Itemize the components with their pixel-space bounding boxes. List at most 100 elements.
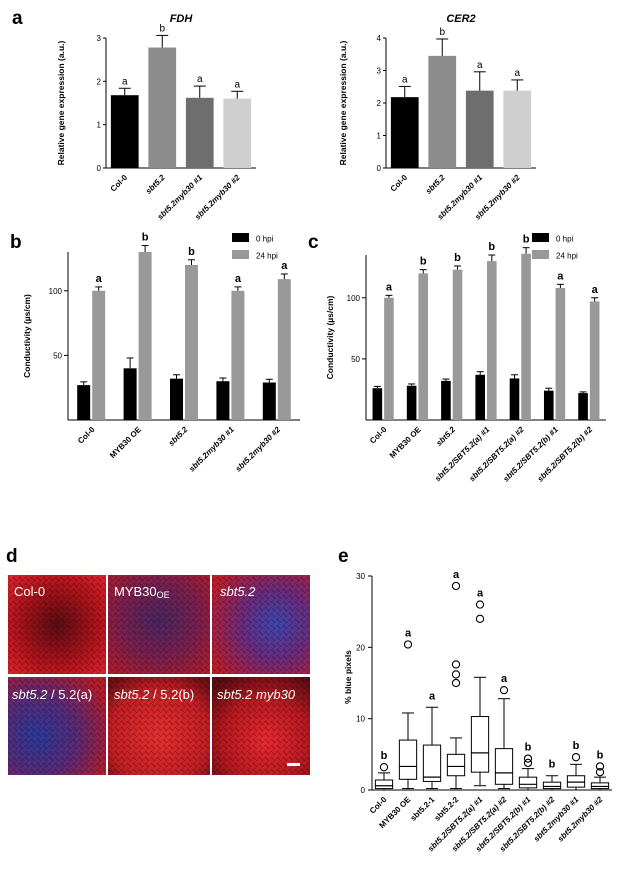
a-cer2-sig-letter: a bbox=[514, 68, 520, 79]
b-sig-letter: b bbox=[188, 246, 195, 258]
micrograph-label-sbt52: sbt5.2 bbox=[220, 584, 256, 599]
e-outlier bbox=[523, 754, 533, 763]
c-bar bbox=[578, 393, 588, 420]
c-bar bbox=[509, 378, 520, 420]
c-bar bbox=[475, 374, 485, 420]
b-sig-letter: a bbox=[96, 273, 103, 285]
e-outlier bbox=[595, 768, 605, 777]
e-outlier bbox=[499, 685, 509, 695]
b-bar bbox=[185, 264, 198, 420]
c-bar bbox=[452, 269, 463, 420]
a-cer2-bar bbox=[503, 90, 532, 168]
e-box bbox=[542, 781, 562, 790]
panel-letter-a: a bbox=[12, 8, 23, 29]
e-sig-letter: b bbox=[597, 749, 604, 761]
c-sig-letter: b bbox=[454, 252, 461, 264]
c-bar bbox=[441, 380, 451, 420]
e-outlier bbox=[403, 640, 413, 649]
a-fdh-ylabel: Relative gene expression (a.u.) bbox=[56, 40, 66, 165]
a-cer2-ytick-label: 0 bbox=[377, 164, 382, 173]
e-box bbox=[446, 753, 466, 777]
b-xtick-label: sbt5.2myb30 #1 bbox=[187, 425, 236, 474]
e-outlier bbox=[475, 614, 485, 623]
c-bar bbox=[372, 388, 383, 420]
a-fdh-xtick-label: Col-0 bbox=[109, 173, 130, 194]
micrograph-myb30oe: MYB30OE bbox=[108, 575, 210, 674]
a-cer2-ylabel: Relative gene expression (a.u.) bbox=[338, 40, 348, 165]
a-cer2-ytick-label: 4 bbox=[377, 34, 382, 43]
e-box bbox=[566, 775, 586, 788]
micrograph-label-myb30oe: MYB30OE bbox=[114, 584, 170, 600]
panel-letter-d: d bbox=[6, 546, 18, 567]
a-cer2-ytick-label: 2 bbox=[377, 99, 382, 108]
a-fdh-bar bbox=[148, 47, 177, 168]
e-box bbox=[470, 716, 490, 773]
c-bar bbox=[543, 390, 554, 420]
a-cer2-ytick-label: 1 bbox=[377, 132, 382, 141]
e-ytick-label: 10 bbox=[356, 715, 365, 724]
a-cer2-xtick-label: Col-0 bbox=[389, 173, 410, 194]
e-outlier bbox=[451, 581, 461, 591]
b-sig-letter: a bbox=[281, 260, 288, 272]
c-xtick-label: MYB30 OE bbox=[388, 425, 423, 460]
b-bar bbox=[92, 290, 106, 420]
e-outlier bbox=[451, 678, 461, 688]
b-bar bbox=[138, 252, 152, 420]
c-bar bbox=[555, 288, 566, 420]
panel-letter-e: e bbox=[338, 546, 349, 567]
b-ytick-label: 50 bbox=[53, 351, 62, 360]
a-fdh-sig-letter: a bbox=[234, 79, 240, 90]
micrograph-sbt52-myb30: sbt5.2 myb30 bbox=[212, 677, 310, 775]
c-xtick-label: Col-0 bbox=[368, 425, 389, 446]
micrograph-complement-b: sbt5.2 / 5.2(b) bbox=[108, 677, 210, 775]
b-bar bbox=[231, 290, 245, 420]
scale-bar bbox=[287, 763, 300, 766]
c-sig-letter: b bbox=[488, 241, 495, 253]
c-legend-label: 0 hpi bbox=[556, 235, 574, 244]
e-box bbox=[494, 748, 514, 785]
c-ytick-label: 50 bbox=[351, 355, 360, 364]
e-sig-letter: b bbox=[525, 742, 532, 754]
a-fdh-sig-letter: a bbox=[122, 76, 128, 87]
a-cer2-title: CER2 bbox=[446, 13, 475, 25]
c-xtick-label: sbt5.2 bbox=[434, 425, 457, 448]
b-bar bbox=[77, 385, 91, 420]
e-ytick-label: 20 bbox=[356, 643, 365, 652]
e-sig-letter: a bbox=[405, 627, 412, 639]
a-fdh-bar bbox=[185, 97, 214, 168]
e-ytick-label: 30 bbox=[356, 572, 365, 581]
b-bar bbox=[170, 378, 183, 420]
micrograph-sbt52: sbt5.2 bbox=[212, 575, 310, 674]
a-fdh-ytick-label: 2 bbox=[97, 77, 102, 86]
a-fdh-sig-letter: a bbox=[197, 74, 203, 85]
c-sig-letter: a bbox=[557, 270, 564, 282]
e-sig-letter: a bbox=[429, 690, 436, 702]
e-outlier bbox=[571, 753, 581, 762]
e-box bbox=[398, 739, 418, 780]
fdh-expression-chart: 0 1 2 3 FDH Relative gene expression (a.u.) a b… bbox=[56, 13, 256, 222]
b-xtick-label: sbt5.2myb30 #2 bbox=[234, 425, 283, 474]
c-ylabel: Conductivity (µs/cm) bbox=[325, 295, 335, 379]
e-outlier bbox=[595, 762, 605, 771]
b-legend-label: 24 hpi bbox=[256, 252, 278, 261]
micrograph-label-sbt52-myb30: sbt5.2 myb30 bbox=[217, 687, 296, 702]
e-sig-letter: b bbox=[549, 759, 556, 771]
b-xtick-label: Col-0 bbox=[76, 425, 97, 446]
b-bar bbox=[262, 382, 276, 420]
e-xtick-label: Col-0 bbox=[368, 795, 389, 816]
b-legend-swatch bbox=[232, 250, 249, 259]
a-fdh-bar bbox=[110, 95, 139, 168]
panel-letter-c: c bbox=[308, 232, 319, 253]
e-xtick-label: sbt5.2myb30 #2 bbox=[556, 795, 605, 844]
e-box bbox=[374, 779, 394, 790]
b-bar bbox=[277, 279, 291, 420]
a-cer2-bar bbox=[390, 97, 419, 168]
e-sig-letter: b bbox=[573, 740, 580, 752]
a-fdh-ytick-label: 1 bbox=[97, 121, 102, 130]
a-cer2-sig-letter: b bbox=[439, 27, 445, 38]
e-xtick-label: sbt5.2-1 bbox=[409, 795, 437, 823]
a-cer2-sig-letter: a bbox=[402, 74, 408, 85]
c-sig-letter: b bbox=[420, 256, 427, 268]
